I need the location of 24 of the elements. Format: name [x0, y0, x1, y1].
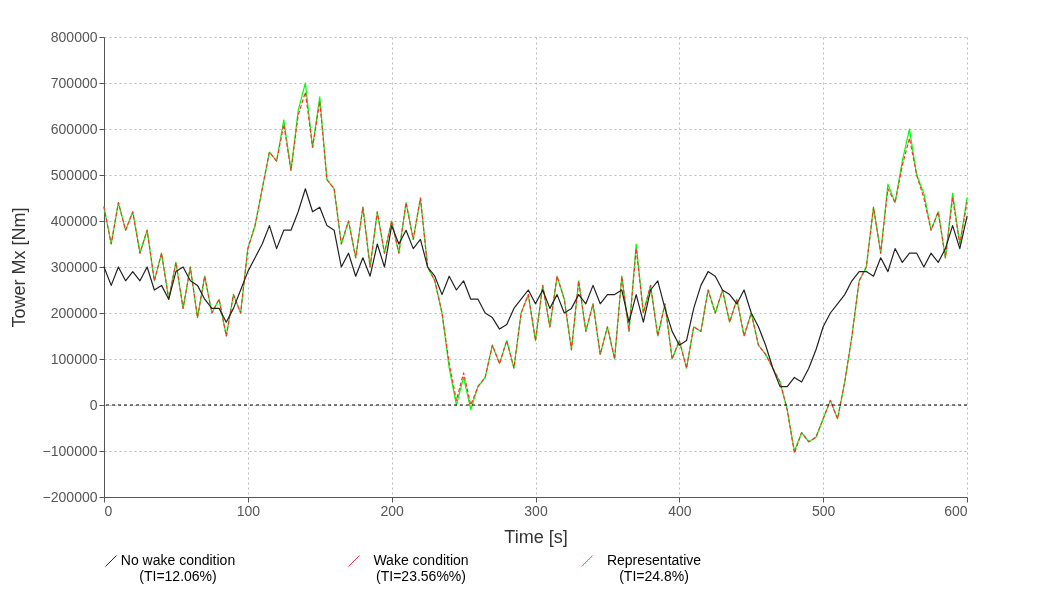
- x-tick-label: 100: [236, 502, 261, 519]
- legend-label: Representative (TI=24.8%): [606, 552, 702, 584]
- x-tick-label: 300: [524, 502, 548, 519]
- legend-label: Wake condition (TI=23.56%%): [373, 552, 469, 584]
- x-axis-title: Time [s]: [504, 526, 568, 547]
- y-tick-label: 700000: [50, 74, 98, 91]
- x-tick-label: 400: [668, 502, 692, 519]
- y-tick-label: 200000: [50, 304, 98, 321]
- line-series: [103, 188, 968, 388]
- y-tick-label: 0: [89, 396, 98, 413]
- legend-label: No wake condition (TI=12.06%): [120, 552, 236, 584]
- y-tick-label: 300000: [50, 258, 98, 275]
- y-tick-label: 400000: [50, 212, 98, 229]
- y-tick-label: 600000: [50, 120, 98, 137]
- y-tick-label: −200000: [42, 488, 98, 505]
- x-tick-label: 0: [104, 502, 113, 519]
- y-tick-label: 500000: [50, 166, 98, 183]
- x-tick-label: 500: [811, 502, 836, 519]
- y-tick-label: 800000: [50, 28, 98, 45]
- y-tick-label: −100000: [42, 442, 98, 459]
- x-tick-label: 200: [380, 502, 405, 519]
- y-axis-title: Tower Mx [Nm]: [8, 207, 29, 328]
- y-tick-label: 100000: [50, 350, 98, 367]
- x-tick-label: 600: [944, 502, 968, 519]
